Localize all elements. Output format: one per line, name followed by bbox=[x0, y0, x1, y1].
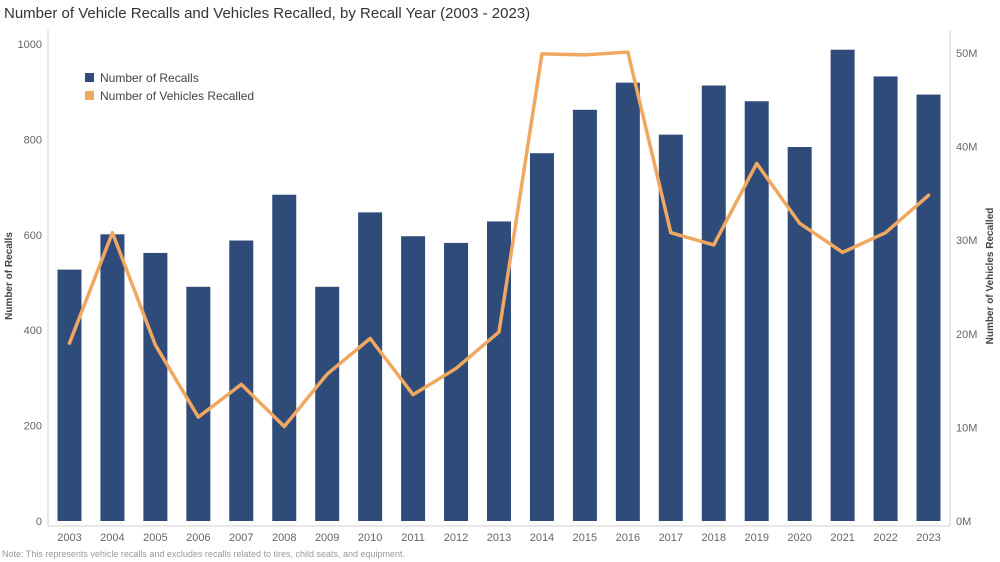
bar-2008 bbox=[272, 194, 297, 521]
x-tick-label: 2023 bbox=[916, 532, 940, 544]
chart-title: Number of Vehicle Recalls and Vehicles R… bbox=[4, 5, 531, 22]
y-tick-label: 200 bbox=[24, 421, 42, 433]
bar-2019 bbox=[744, 101, 769, 522]
y-tick-label: 400 bbox=[24, 325, 42, 337]
bar-2004 bbox=[100, 234, 125, 521]
y-tick-label: 800 bbox=[24, 134, 42, 146]
x-tick-label: 2004 bbox=[100, 532, 124, 544]
x-tick-label: 2007 bbox=[229, 532, 253, 544]
bar-2022 bbox=[873, 76, 898, 521]
bar-2018 bbox=[701, 85, 726, 522]
x-tick-label: 2019 bbox=[744, 532, 768, 544]
x-tick-label: 2012 bbox=[444, 532, 468, 544]
y2-tick-label: 40M bbox=[956, 142, 977, 154]
bars-layer bbox=[57, 49, 941, 522]
x-tick-label: 2015 bbox=[573, 532, 597, 544]
y-tick-label: 0 bbox=[36, 516, 42, 528]
y2-tick-label: 50M bbox=[956, 48, 977, 60]
x-tick-label: 2016 bbox=[616, 532, 640, 544]
x-tick-label: 2017 bbox=[659, 532, 683, 544]
x-tick-label: 2010 bbox=[358, 532, 382, 544]
x-tick-label: 2021 bbox=[830, 532, 854, 544]
bar-2015 bbox=[572, 109, 597, 522]
bar-2014 bbox=[529, 153, 554, 521]
x-tick-label: 2020 bbox=[787, 532, 811, 544]
bar-2016 bbox=[615, 82, 640, 522]
x-tick-label: 2008 bbox=[272, 532, 296, 544]
x-tick-label: 2011 bbox=[401, 532, 425, 544]
chart-note: Note: This represents vehicle recalls an… bbox=[2, 549, 406, 559]
bar-2007 bbox=[229, 240, 254, 522]
bar-2011 bbox=[401, 236, 426, 521]
x-tick-label: 2006 bbox=[186, 532, 210, 544]
legend-swatch-recalls bbox=[85, 73, 94, 82]
bar-2009 bbox=[315, 286, 340, 521]
legend-swatch-vehicles bbox=[85, 91, 94, 100]
y-axis-title: Number of Recalls bbox=[4, 232, 15, 320]
y2-tick-label: 0M bbox=[956, 516, 971, 528]
y2-axis-title: Number of Vehicles Recalled bbox=[985, 208, 996, 345]
x-tick-label: 2003 bbox=[57, 532, 81, 544]
y-tick-label: 600 bbox=[24, 230, 42, 242]
bar-2010 bbox=[358, 212, 383, 522]
x-tick-label: 2018 bbox=[702, 532, 726, 544]
bar-2003 bbox=[57, 269, 82, 521]
bar-2023 bbox=[916, 94, 941, 521]
x-tick-label: 2009 bbox=[315, 532, 339, 544]
y-tick-label: 1000 bbox=[18, 39, 42, 51]
bar-2005 bbox=[143, 252, 168, 521]
bar-2020 bbox=[787, 147, 812, 522]
x-tick-label: 2022 bbox=[873, 532, 897, 544]
x-tick-label: 2013 bbox=[487, 532, 511, 544]
y2-tick-label: 10M bbox=[956, 422, 977, 434]
x-tick-label: 2014 bbox=[530, 532, 554, 544]
axes-layer: 0 200 400 600 800 1000 0M 10M 20M 30M 40M 50M Number… bbox=[4, 30, 996, 544]
line-layer bbox=[67, 50, 931, 429]
bar-2021 bbox=[830, 49, 855, 521]
y2-tick-label: 30M bbox=[956, 235, 977, 247]
x-tick-label: 2005 bbox=[143, 532, 167, 544]
legend-label-recalls: Number of Recalls bbox=[100, 71, 199, 85]
y2-tick-label: 20M bbox=[956, 329, 977, 341]
legend: Number of Recalls Number of Vehicles Rec… bbox=[85, 71, 254, 103]
legend-label-vehicles: Number of Vehicles Recalled bbox=[100, 89, 254, 103]
bar-2012 bbox=[444, 242, 469, 521]
